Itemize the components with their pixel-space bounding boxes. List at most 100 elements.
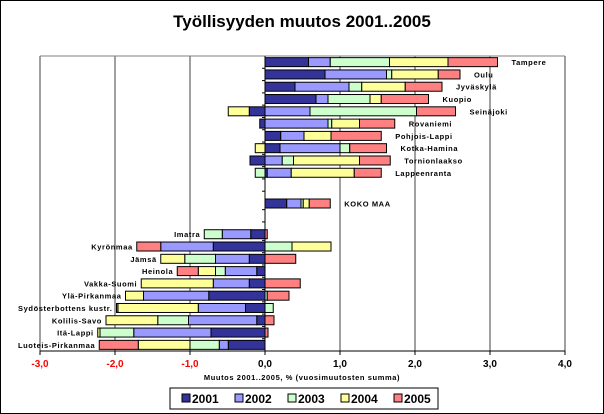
bar-2003 <box>339 143 351 154</box>
bar-2002 <box>133 327 212 338</box>
bar-2005 <box>359 118 396 129</box>
bar-2003 <box>309 106 417 117</box>
bar-2002 <box>264 155 283 166</box>
bar-2003 <box>184 253 216 264</box>
bar-2001 <box>264 69 326 80</box>
bar-2002 <box>215 253 250 264</box>
bar-2001 <box>264 143 281 154</box>
bar-2005 <box>266 290 290 301</box>
category-label: Oulu <box>474 70 493 79</box>
bar-2003 <box>327 118 333 129</box>
chart-title: Työllisyyden muutos 2001..2005 <box>173 12 431 31</box>
bar-2004 <box>302 198 310 209</box>
bar-2004 <box>227 106 250 117</box>
bar-2002 <box>197 302 246 313</box>
category-label: Tampere <box>512 58 547 67</box>
bar-2001 <box>212 241 266 252</box>
bar-2005 <box>176 266 199 277</box>
x-tick-label: 4,0 <box>558 359 572 370</box>
gridlines <box>39 55 566 351</box>
bar-2001 <box>264 57 309 68</box>
category-label: Kotka-Hamina <box>401 144 459 153</box>
category-label: Rovaniemi <box>409 120 452 129</box>
bar-2002 <box>264 118 329 129</box>
bar-2002 <box>266 167 292 178</box>
legend-label-2002: 2002 <box>245 392 272 406</box>
bar-2001 <box>248 106 266 117</box>
bar-2001 <box>256 266 266 277</box>
category-labels: Tampere Oulu Jyväskylä Kuopio Seinäjoki Rovan… <box>18 58 546 350</box>
bar-2001 <box>248 278 266 289</box>
x-axis-title: Muutos 2001..2005, % (vuosimuutosten sum… <box>204 373 400 382</box>
bar-2001 <box>264 130 282 141</box>
bar-2004 <box>137 339 191 350</box>
bar-2004 <box>361 81 406 92</box>
bar-2003 <box>157 315 189 326</box>
bar-2002 <box>143 290 210 301</box>
bar-2001 <box>208 290 266 301</box>
legend-swatch-2003 <box>287 393 297 403</box>
bar-2005 <box>264 253 297 264</box>
bar-2004 <box>117 302 199 313</box>
category-label: Kyrönmaa <box>91 243 133 252</box>
bar-2001 <box>256 315 266 326</box>
category-label: Ylä-Pirkanmaa <box>62 292 122 301</box>
bar-2005 <box>404 81 443 92</box>
category-label: Imatra <box>174 230 200 239</box>
bar-2003 <box>348 81 363 92</box>
legend-box <box>169 387 439 410</box>
legend-label-2005: 2005 <box>404 392 431 406</box>
bar-2001 <box>210 327 266 338</box>
bar-2004 <box>291 241 332 252</box>
bar-2004 <box>97 327 101 338</box>
axes: -3,0 -2,0 -1,0 0,0 1,0 2,0 3,0 4,0 <box>31 56 572 370</box>
bar-2001 <box>264 94 317 105</box>
bar-2002 <box>280 130 305 141</box>
bar-2004 <box>369 94 382 105</box>
legend-label-2001: 2001 <box>192 392 219 406</box>
bar-2002 <box>294 81 350 92</box>
bar-2004 <box>125 290 144 301</box>
bar-2005 <box>380 94 429 105</box>
bar-2005 <box>136 241 162 252</box>
bar-2002 <box>218 339 229 350</box>
bar-2004 <box>303 130 332 141</box>
bar-2003 <box>189 339 220 350</box>
bar-2005 <box>98 339 139 350</box>
bar-2002 <box>221 229 252 240</box>
category-label: Pohjois-Lappi <box>395 132 452 141</box>
x-tick-label: 3,0 <box>483 359 497 370</box>
x-tick-label: -2,0 <box>106 359 124 370</box>
bar-2005 <box>116 302 119 313</box>
bar-2003 <box>254 167 266 178</box>
category-label: Jämsä <box>130 255 157 264</box>
bar-2003 <box>386 69 393 80</box>
category-label: Tornionlaakso <box>404 156 463 165</box>
category-label: Lappeenranta <box>395 169 452 178</box>
bar-2005 <box>437 69 461 80</box>
bars <box>97 57 498 350</box>
bar-2003 <box>327 94 371 105</box>
bar-2002 <box>286 198 302 209</box>
legend-label-2004: 2004 <box>351 392 378 406</box>
x-tick-label: 0,0 <box>258 359 272 370</box>
x-tick-label: 2,0 <box>408 359 422 370</box>
bar-2004 <box>290 167 355 178</box>
bar-2002 <box>188 315 258 326</box>
x-tick-label: -3,0 <box>31 359 49 370</box>
bar-2004 <box>293 155 360 166</box>
legend-swatch-2002 <box>234 393 244 403</box>
bar-2002 <box>308 57 331 68</box>
category-label: Itä-Lappi <box>57 329 94 338</box>
bar-2003 <box>264 302 274 313</box>
bar-2001 <box>249 155 266 166</box>
legend-swatch-2001 <box>181 393 191 403</box>
bar-2001 <box>264 81 296 92</box>
bar-2002 <box>279 143 341 154</box>
category-label: Jyväskylä <box>456 83 497 92</box>
bar-2003 <box>203 229 223 240</box>
bar-2004 <box>140 278 214 289</box>
bar-2005 <box>264 278 301 289</box>
bar-2001 <box>227 339 266 350</box>
